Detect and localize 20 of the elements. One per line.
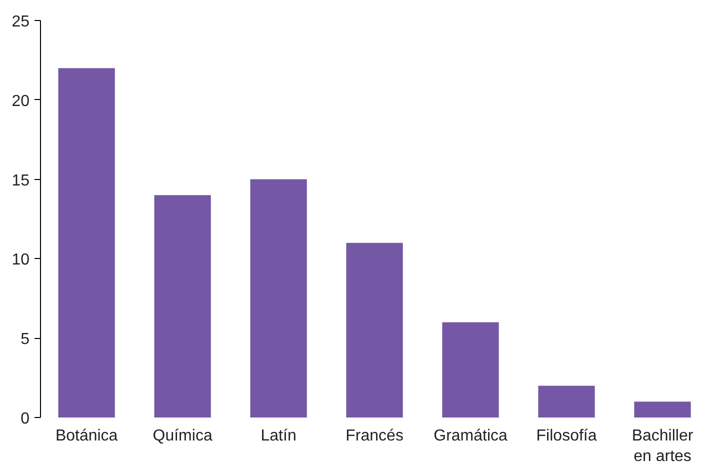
x-tick-label: Bachiller en artes	[632, 428, 694, 465]
y-tick-label: 25	[12, 14, 30, 30]
y-tick-label: 15	[12, 172, 30, 190]
bar	[250, 179, 307, 418]
x-tick-label: Filosofía	[536, 428, 597, 444]
bar	[538, 386, 595, 418]
x-tick-label: Gramática	[434, 428, 508, 444]
x-tick-label: Francés	[346, 428, 404, 444]
bar	[346, 242, 403, 418]
x-tick-label: Botánica	[55, 428, 118, 444]
x-tick-label: Latín	[260, 428, 296, 444]
y-tick-label: 10	[12, 252, 30, 269]
bar	[154, 195, 211, 418]
y-tick-label: 20	[12, 92, 30, 110]
bar	[58, 68, 115, 418]
x-tick-label: Química	[152, 428, 212, 444]
bar	[634, 402, 691, 418]
bar	[442, 322, 499, 418]
y-tick-label: 0	[20, 410, 30, 428]
y-tick-label: 5	[20, 331, 30, 348]
